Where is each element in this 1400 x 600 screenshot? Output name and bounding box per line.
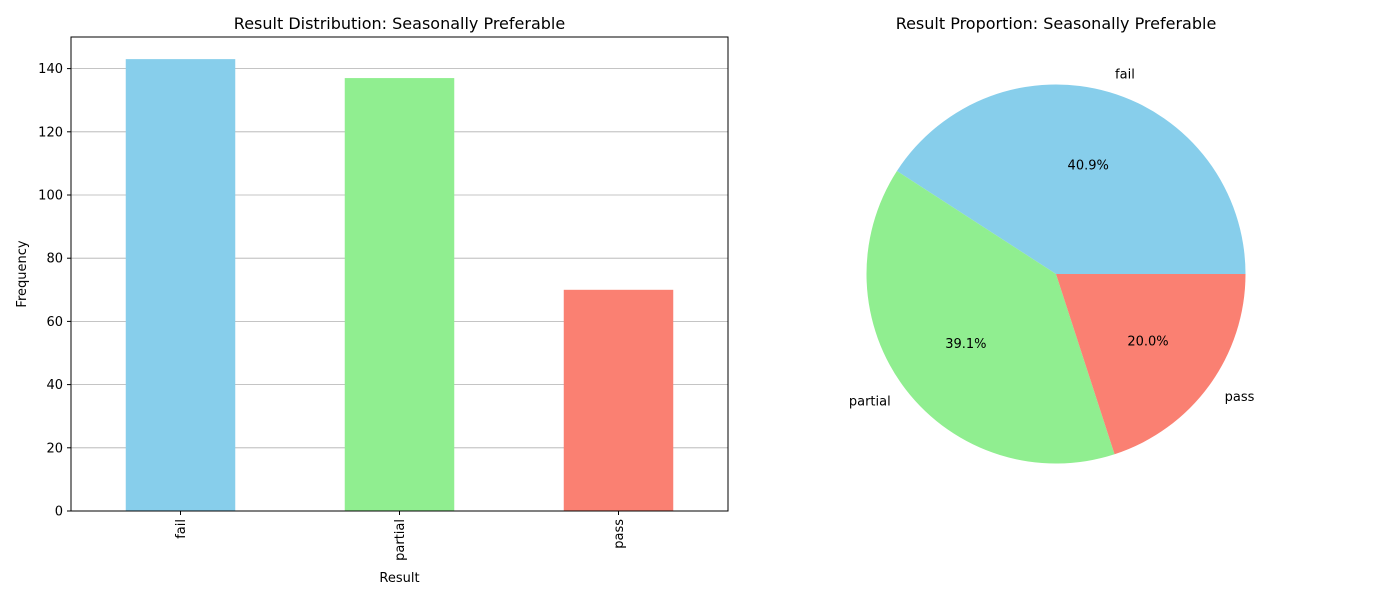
pie-slice-fail (896, 84, 1246, 274)
bar-chart-title: Result Distribution: Seasonally Preferab… (234, 14, 565, 33)
bar-y-axis-label: Frequency (15, 240, 30, 307)
bar-series (125, 59, 674, 512)
pie-chart: Result Proportion: Seasonally Preferable… (849, 14, 1255, 464)
pie-slice-partial (866, 171, 1115, 464)
pie-label-fail: fail (1115, 68, 1135, 83)
pie-label-pass: pass (1225, 390, 1255, 405)
bar-x-tick-label: pass (612, 519, 627, 549)
pie-percent-fail: 40.9% (1068, 158, 1109, 173)
bar-y-tick-label: 80 (46, 252, 63, 267)
bar-y-axis: 0 20 40 60 80 100 120 140 (38, 62, 71, 520)
pie-label-partial: partial (849, 395, 891, 410)
bar-y-tick-label: 140 (38, 62, 63, 77)
bar-y-tick-label: 120 (38, 125, 63, 140)
bar-y-tick-label: 20 (46, 441, 63, 456)
pie-labels: fail 40.9% partial 39.1% pass 20.0% (849, 68, 1255, 410)
bar-y-tick-label: 100 (38, 189, 63, 204)
bar-partial (344, 78, 455, 511)
bar-chart: Result Distribution: Seasonally Preferab… (15, 14, 729, 586)
pie-percent-partial: 39.1% (945, 337, 986, 352)
bar-y-tick-label: 0 (55, 505, 63, 520)
bar-x-tick-label: partial (393, 519, 408, 561)
bar-x-axis-label: Result (379, 571, 419, 586)
pie-percent-pass: 20.0% (1127, 334, 1168, 349)
bar-x-tick-label: fail (174, 519, 189, 539)
pie-chart-title: Result Proportion: Seasonally Preferable (896, 14, 1217, 33)
bar-fail (125, 59, 236, 512)
pie-slice-pass (1056, 274, 1246, 455)
bar-y-tick-label: 40 (46, 378, 63, 393)
pie-slices (866, 84, 1246, 464)
bar-pass (563, 289, 674, 511)
bar-y-tick-label: 60 (46, 315, 63, 330)
bar-x-axis: fail partial pass (174, 511, 627, 561)
